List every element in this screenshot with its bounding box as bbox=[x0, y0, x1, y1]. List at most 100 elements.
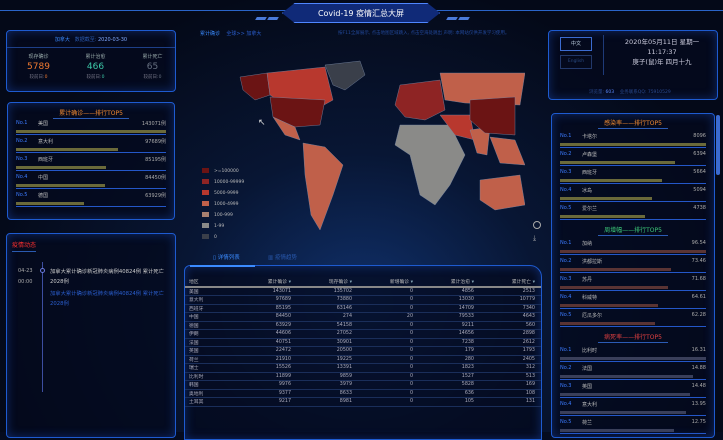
rank-no: No.4 bbox=[560, 294, 572, 300]
table-row[interactable]: 瑞士 15526 13391 0 1823 312 bbox=[185, 363, 541, 373]
rank-no: No.5 bbox=[560, 419, 572, 425]
table-row[interactable]: 中国 84450 274 20 79533 4643 bbox=[185, 312, 541, 322]
scrollbar[interactable] bbox=[716, 115, 720, 175]
lang-zh-button[interactable]: 中文 bbox=[560, 37, 592, 51]
timeline-line bbox=[42, 262, 43, 392]
table-cell: 636 bbox=[419, 389, 480, 398]
table-row[interactable]: 土耳其 9217 8981 0 105 131 bbox=[185, 397, 541, 407]
map-usa bbox=[269, 96, 326, 128]
rank-item: No.2 意大利 97689例 bbox=[16, 138, 166, 158]
footer-info: 浏览量: 603 业务联系QQ: 75910529 bbox=[589, 89, 671, 95]
table-row[interactable]: 德国 63929 54158 0 9211 560 bbox=[185, 321, 541, 330]
rank-name: 厄瓜多尔 bbox=[582, 313, 603, 319]
top5-confirmed-panel: 累计确诊——排行TOP5 No.1 美国 143071例 No.2 意大利 97… bbox=[7, 102, 175, 220]
stat-label: 现存确诊 bbox=[28, 54, 49, 60]
table-cell: 2898 bbox=[479, 329, 541, 339]
legend-item[interactable]: 5000-9999 bbox=[202, 190, 239, 196]
table-cell: 韩国 bbox=[185, 380, 237, 390]
sort-icon[interactable]: ▾ bbox=[532, 279, 535, 285]
table-cell: 63929 bbox=[236, 321, 298, 330]
rank-value: 6394 bbox=[693, 151, 706, 157]
table-row[interactable]: 美国 143071 135702 0 4856 2513 bbox=[185, 287, 541, 296]
legend-item[interactable]: >=100000 bbox=[202, 168, 239, 174]
news-title: 疫情动态 bbox=[12, 240, 37, 252]
rank-no: No.3 bbox=[16, 156, 28, 162]
rank-line bbox=[560, 254, 706, 255]
table-row[interactable]: 法国 40751 30901 0 7238 2612 bbox=[185, 338, 541, 347]
table-cell: 0 bbox=[358, 338, 419, 347]
table-cell: 0 bbox=[358, 346, 419, 356]
sort-icon[interactable]: ▾ bbox=[288, 279, 292, 285]
column-header[interactable]: 累计治愈 ▾ bbox=[419, 276, 480, 288]
table-row[interactable]: 比利时 11899 9859 0 1527 513 bbox=[185, 372, 541, 381]
column-header[interactable]: 新增确诊 ▾ bbox=[358, 276, 419, 288]
sort-icon[interactable]: ▾ bbox=[349, 279, 353, 285]
summary-header: 加拿大 数据截至: 2020-03-30 bbox=[7, 36, 175, 43]
legend-item[interactable]: 0 bbox=[202, 234, 217, 240]
column-header[interactable]: 地区 bbox=[185, 276, 237, 288]
map-greenland bbox=[324, 60, 366, 91]
rank-title: 周增幅——排行TOP5 bbox=[598, 227, 668, 236]
table-cell: 63146 bbox=[297, 304, 359, 313]
table-cell: 8981 bbox=[297, 397, 359, 407]
rank-name: 苏丹 bbox=[582, 277, 593, 283]
rank-no: No.5 bbox=[560, 312, 572, 318]
download-icon[interactable]: ⤓ bbox=[533, 234, 537, 242]
table-row[interactable]: 伊朗 44606 27052 0 14656 2898 bbox=[185, 329, 541, 339]
rank-line bbox=[560, 272, 706, 273]
rank-line bbox=[560, 361, 706, 362]
rank-value: 64.61 bbox=[691, 294, 706, 300]
news-item[interactable]: 加拿大累计确诊新冠肺炎病例40824例 累计死亡2028例 bbox=[50, 269, 164, 285]
table-cell: 85195 bbox=[236, 304, 298, 313]
table-cell: 274 bbox=[297, 312, 359, 322]
rank-title: 病死率——排行TOP5 bbox=[598, 334, 668, 343]
sort-icon[interactable]: ▾ bbox=[471, 279, 474, 285]
table-cell: 荷兰 bbox=[185, 355, 237, 364]
column-label: 累计治愈 bbox=[450, 279, 471, 285]
legend-item[interactable]: 100-999 bbox=[202, 212, 233, 218]
legend-item[interactable]: 1000-4999 bbox=[202, 201, 239, 207]
restore-icon[interactable] bbox=[533, 221, 541, 229]
rank-name: 英国 bbox=[582, 384, 593, 390]
lunar-text: 庚子(鼠)年 四月十九 bbox=[632, 58, 692, 66]
table-cell: 0 bbox=[358, 295, 419, 305]
column-header[interactable]: 累计确诊 ▾ bbox=[236, 276, 298, 288]
table-row[interactable]: 奥地利 9377 8633 0 636 108 bbox=[185, 389, 541, 398]
table-row[interactable]: 韩国 9976 3979 0 5828 169 bbox=[185, 380, 541, 390]
lang-en-button[interactable]: English bbox=[560, 55, 592, 69]
column-header[interactable]: 现存确诊 ▾ bbox=[297, 276, 359, 288]
info-panel: 中文 English 2020年05月11日 星期一 11:17:37 庚子(鼠… bbox=[548, 30, 718, 100]
stat-value: 5789 bbox=[27, 62, 50, 72]
legend-item[interactable]: 1-99 bbox=[202, 223, 224, 229]
table-cell: 79533 bbox=[419, 312, 480, 322]
world-map[interactable] bbox=[225, 55, 525, 235]
table-row[interactable]: 西班牙 85195 63146 0 14709 7340 bbox=[185, 304, 541, 313]
breadcrumb-path[interactable]: 全球>> 加拿大 bbox=[226, 31, 262, 37]
rank-name: 美国 bbox=[38, 121, 49, 127]
rank-no: No.3 bbox=[560, 276, 572, 282]
tab-detail-list[interactable]: ▯ 详情列表 bbox=[213, 255, 240, 261]
rank-no: No.5 bbox=[16, 192, 28, 198]
rank-item: No.4 科威特 64.61 bbox=[560, 294, 706, 314]
rank-line bbox=[560, 183, 706, 184]
sort-icon[interactable]: ▾ bbox=[410, 279, 413, 285]
breadcrumb-metric[interactable]: 累计确诊 bbox=[200, 31, 221, 37]
news-item[interactable]: 加拿大累计确诊新冠肺炎病例40824例 累计死亡2028例 bbox=[50, 291, 164, 307]
rank-bar bbox=[560, 197, 652, 200]
map-europe bbox=[394, 79, 446, 121]
news-panel: 疫情动态 04-23 00:00 加拿大累计确诊新冠肺炎病例40824例 累计死… bbox=[6, 233, 176, 438]
table-cell: 19225 bbox=[297, 355, 359, 364]
tab-trend[interactable]: ▥ 疫情趋势 bbox=[268, 255, 297, 261]
rank-value: 5094 bbox=[693, 187, 706, 193]
table-cell: 0 bbox=[358, 397, 419, 407]
table-cell: 9217 bbox=[236, 397, 298, 407]
panel-title: 感染率——排行TOP5 bbox=[552, 118, 714, 129]
table-row[interactable]: 意大利 97689 73880 0 13030 10779 bbox=[185, 295, 541, 305]
legend-item[interactable]: 10000-99999 bbox=[202, 179, 244, 185]
column-header[interactable]: 累计死亡 ▾ bbox=[479, 276, 541, 288]
rank-item: No.5 厄瓜多尔 62.28 bbox=[560, 312, 706, 332]
rank-no: No.3 bbox=[560, 169, 572, 175]
table-row[interactable]: 荷兰 21910 19225 0 280 2405 bbox=[185, 355, 541, 364]
table-row[interactable]: 英国 22472 20500 0 179 1793 bbox=[185, 346, 541, 356]
legend-label: 10000-99999 bbox=[214, 180, 245, 185]
